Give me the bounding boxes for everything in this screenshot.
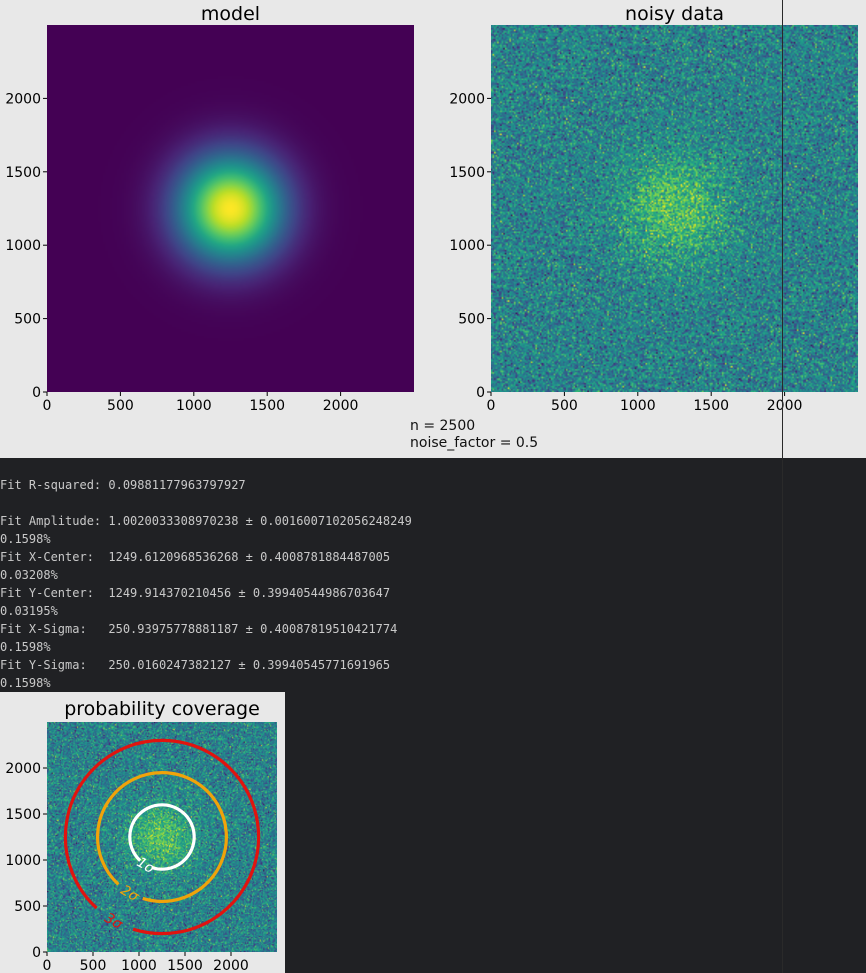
x-tick-label: 1500 [693,398,729,414]
console-line [0,494,866,512]
console-line: 0.03208% [0,568,58,582]
y-tick-label: 500 [458,312,485,328]
x-tick-label: 0 [487,398,496,414]
y-tick-label: 1500 [449,165,485,181]
chart-model: model 0 500 1000 1500 2000 0 500 1000 1500 2000 [5,3,414,414]
console-line: 0.1598% [0,676,51,690]
contour-2sigma [96,771,228,903]
y-tick-label: 1500 [5,807,41,823]
x-tick-label: 1000 [176,398,212,414]
x-tick-label: 2000 [213,958,249,973]
contour-3sigma [63,738,261,936]
x-tick-label: 1500 [167,958,203,973]
chart-title: probability coverage [64,698,260,720]
window-divider [782,0,783,973]
chart-title: noisy data [625,3,724,25]
console-line: Fit Y-Sigma: 250.0160247382127 ± 0.39940… [0,658,391,672]
x-tick-label: 1000 [121,958,157,973]
figure-top: model 0 500 1000 1500 2000 0 500 1000 1500 2000 no… [0,0,866,458]
y-tick-label: 2000 [5,91,41,107]
console-output: Fit R-squared: 0.09881177963797927 Fit Am… [0,458,866,692]
y-tick-label: 2000 [5,761,41,777]
y-tick-label: 1000 [5,238,41,254]
contour-1sigma [128,803,196,871]
x-tick-label: 1000 [620,398,656,414]
y-tick-label: 0 [32,945,41,961]
y-tick-label: 500 [14,899,41,915]
annotation-noise-factor: noise_factor = 0.5 [410,435,539,451]
chart-title: model [201,3,260,25]
y-tick-label: 1500 [5,165,41,181]
x-tick-label: 0 [43,398,52,414]
heatmap-image [491,25,858,392]
console-spacer [0,458,866,476]
x-tick-label: 2000 [323,398,359,414]
console-line: Fit Amplitude: 1.0020033308970238 ± 0.00… [0,514,412,528]
console-line: Fit X-Center: 1249.6120968536268 ± 0.400… [0,550,391,564]
x-tick-label: 500 [107,398,134,414]
heatmap-image [47,722,277,952]
y-tick-label: 500 [14,312,41,328]
heatmap-image [47,25,414,392]
figure-bottom: probability coverage 1σ 2σ 3σ 0 500 1000 1500 20… [0,692,285,973]
x-tick-label: 500 [551,398,578,414]
console-line: Fit Y-Center: 1249.914370210456 ± 0.3994… [0,586,391,600]
x-tick-label: 1500 [249,398,285,414]
console-line: Fit R-squared: 0.09881177963797927 [0,478,246,492]
x-tick-label: 0 [43,958,52,973]
y-tick-label: 2000 [449,91,485,107]
x-tick-label: 2000 [767,398,803,414]
console-line: Fit X-Sigma: 250.93975778881187 ± 0.4008… [0,622,398,636]
x-tick-label: 500 [80,958,107,973]
console-line: 0.03195% [0,604,58,618]
y-tick-label: 0 [476,385,485,401]
y-tick-label: 1000 [449,238,485,254]
chart-noisy-data: noisy data 0 500 1000 1500 2000 0 500 1000 1500 20… [449,3,858,414]
y-tick-label: 1000 [5,853,41,869]
console-line: 0.1598% [0,640,51,654]
y-tick-label: 0 [32,385,41,401]
annotation-n: n = 2500 [410,418,476,434]
console-line: 0.1598% [0,532,51,546]
